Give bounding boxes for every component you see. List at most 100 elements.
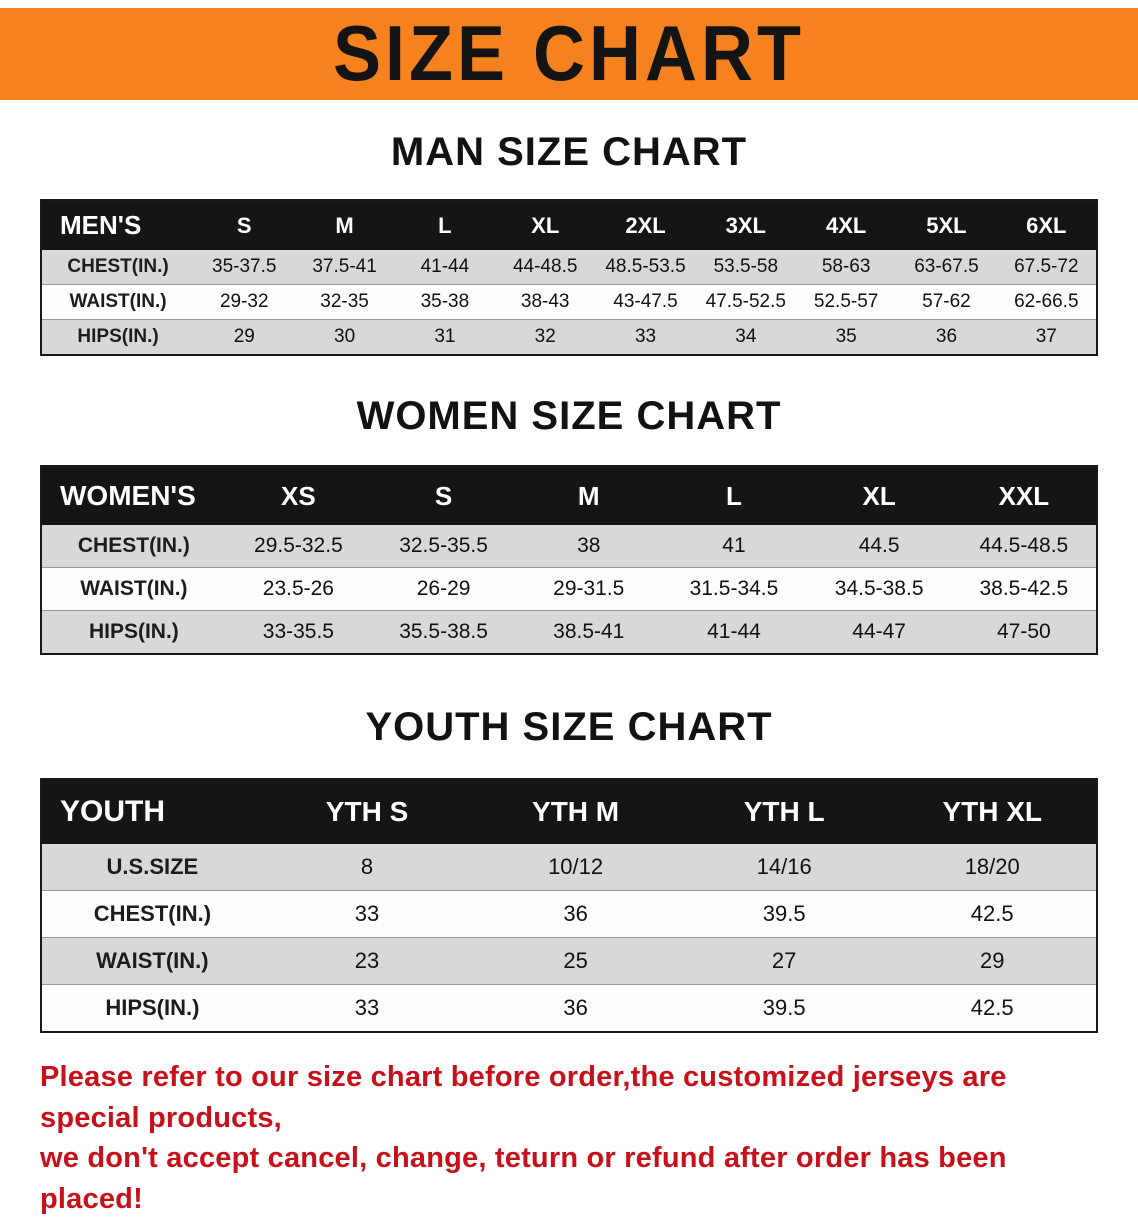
value-cell: 53.5-58 — [713, 256, 779, 277]
value-cell: 39.5 — [762, 995, 806, 1020]
value-cell: 41-44 — [420, 256, 470, 277]
table-title-cell: MEN'S — [41, 200, 195, 250]
value-cell: 39.5 — [762, 901, 806, 926]
size-header-cell: 3XL — [695, 200, 796, 250]
size-header-cell: L — [661, 466, 807, 525]
value-cell: 38.5-41 — [553, 620, 625, 643]
value-cell: 32 — [534, 326, 556, 347]
banner-title: SIZE CHART — [333, 10, 805, 98]
measurement-row: HIPS(IN.) 33 36 39.5 42.5 — [41, 984, 1097, 1032]
header-row: MEN'S S M L XL 2XL 3XL 4XL 5XL 6XL — [41, 200, 1097, 250]
value-cell: 10/12 — [548, 854, 604, 879]
size-header-cell: 4XL — [795, 200, 897, 250]
size-header-cell: XL — [806, 466, 952, 525]
value-cell: 38 — [577, 534, 601, 557]
value-cell: 29-31.5 — [553, 577, 625, 600]
value-cell: 44.5-48.5 — [979, 534, 1069, 557]
value-cell: 14/16 — [756, 854, 812, 879]
size-header-cell: XXL — [951, 466, 1097, 525]
size-header-cell: YTH S — [262, 779, 472, 844]
value-cell: 33 — [354, 901, 380, 926]
measurement-row: CHEST(IN.) 35-37.5 37.5-41 41-44 44-48.5 48.5… — [41, 250, 1097, 285]
men-section: MAN SIZE CHART MEN'S S M L XL 2XL 3XL 4XL 5XL 6XL… — [0, 130, 1138, 356]
size-header-cell: YTH M — [471, 779, 680, 844]
value-cell: 41 — [722, 534, 746, 557]
value-cell: 44.5 — [858, 534, 900, 557]
value-cell: 29-32 — [219, 291, 269, 312]
size-header-cell: XS — [225, 466, 371, 525]
women-section: WOMEN SIZE CHART WOMEN'S XS S M L XL XXL CHEST(… — [0, 394, 1138, 655]
measurement-row: U.S.SIZE 8 10/12 14/16 18/20 — [41, 844, 1097, 891]
value-cell: 32.5-35.5 — [399, 534, 488, 557]
value-cell: 36 — [563, 995, 588, 1020]
value-cell: 35-38 — [420, 291, 470, 312]
value-cell: 34.5-38.5 — [834, 577, 924, 600]
value-cell: 41-44 — [707, 620, 761, 643]
value-cell: 63-67.5 — [914, 256, 979, 277]
value-cell: 26-29 — [416, 577, 471, 600]
value-cell: 43-47.5 — [613, 291, 678, 312]
value-cell: 62-66.5 — [1014, 291, 1079, 312]
value-cell: 38.5-42.5 — [979, 577, 1069, 600]
value-cell: 67.5-72 — [1014, 256, 1079, 277]
value-cell: 33 — [634, 326, 657, 347]
value-cell: 25 — [563, 948, 588, 973]
men-size-table: MEN'S S M L XL 2XL 3XL 4XL 5XL 6XL CHEST(IN.) 35-37… — [40, 199, 1098, 356]
value-cell: 32-35 — [320, 291, 369, 312]
value-cell: 33-35.5 — [262, 620, 334, 643]
table-title-cell: WOMEN'S — [41, 466, 226, 525]
disclaimer-line-1: Please refer to our size chart before or… — [40, 1061, 1007, 1134]
value-cell: 37.5-41 — [312, 256, 377, 277]
measurement-row: HIPS(IN.) 29 30 31 32 33 34 35 36 37 — [41, 319, 1097, 355]
size-header-cell: 6XL — [996, 200, 1097, 250]
disclaimer: Please refer to our size chart before or… — [40, 1057, 1114, 1219]
value-cell: 29 — [979, 948, 1005, 973]
value-cell: 35-37.5 — [212, 256, 277, 277]
row-label-cell: CHEST(IN.) — [77, 534, 190, 557]
header-row: YOUTH YTH S YTH M YTH L YTH XL — [41, 779, 1097, 844]
size-header-cell: XL — [495, 200, 596, 250]
value-cell: 44-48.5 — [512, 256, 578, 277]
value-cell: 18/20 — [964, 854, 1020, 879]
value-cell: 52.5-57 — [813, 291, 879, 312]
size-header-cell: S — [370, 466, 517, 525]
disclaimer-line-2: we don't accept cancel, change, teturn o… — [40, 1142, 1007, 1215]
row-label-cell: HIPS(IN.) — [77, 326, 159, 347]
value-cell: 44-47 — [852, 620, 906, 643]
row-label-cell: HIPS(IN.) — [88, 620, 179, 643]
women-section-heading: WOMEN SIZE CHART — [356, 394, 782, 438]
row-label-cell: WAIST(IN.) — [69, 291, 167, 312]
men-section-heading: MAN SIZE CHART — [390, 130, 748, 174]
value-cell: 29 — [233, 326, 255, 347]
value-cell: 23.5-26 — [262, 577, 334, 600]
size-header-cell: YTH L — [679, 779, 889, 844]
measurement-row: WAIST(IN.) 23 25 27 29 — [41, 937, 1097, 985]
row-label-cell: HIPS(IN.) — [105, 995, 200, 1020]
value-cell: 47.5-52.5 — [705, 291, 786, 312]
measurement-row: HIPS(IN.) 33-35.5 35.5-38.5 38.5-41 41-44 44-… — [41, 610, 1097, 654]
size-header-cell: M — [294, 200, 395, 250]
size-header-cell: 2XL — [595, 200, 696, 250]
value-cell: 31.5-34.5 — [689, 577, 779, 600]
measurement-row: CHEST(IN.) 29.5-32.5 32.5-35.5 38 41 44.5 44.5… — [41, 525, 1097, 568]
measurement-row: CHEST(IN.) 33 36 39.5 42.5 — [41, 890, 1097, 938]
youth-size-table: YOUTH YTH S YTH M YTH L YTH XL U.S.SIZE 8 10/12… — [40, 778, 1098, 1033]
value-cell: 58-63 — [821, 256, 871, 277]
value-cell: 29.5-32.5 — [254, 534, 343, 557]
size-header-cell: YTH XL — [888, 779, 1097, 844]
size-header-cell: S — [194, 200, 295, 250]
value-cell: 36 — [563, 901, 588, 926]
value-cell: 8 — [360, 854, 374, 879]
youth-section-heading: YOUTH SIZE CHART — [365, 705, 773, 749]
value-cell: 23 — [354, 948, 380, 973]
value-cell: 48.5-53.5 — [605, 256, 686, 277]
value-cell: 30 — [334, 326, 356, 347]
row-label-cell: CHEST(IN.) — [67, 256, 169, 277]
value-cell: 38-43 — [520, 291, 570, 312]
value-cell: 34 — [735, 326, 757, 347]
size-chart-banner: SIZE CHART — [0, 8, 1138, 100]
value-cell: 31 — [434, 326, 456, 347]
value-cell: 33 — [354, 995, 380, 1020]
row-label-cell: U.S.SIZE — [106, 854, 199, 879]
size-header-cell: L — [394, 200, 496, 250]
